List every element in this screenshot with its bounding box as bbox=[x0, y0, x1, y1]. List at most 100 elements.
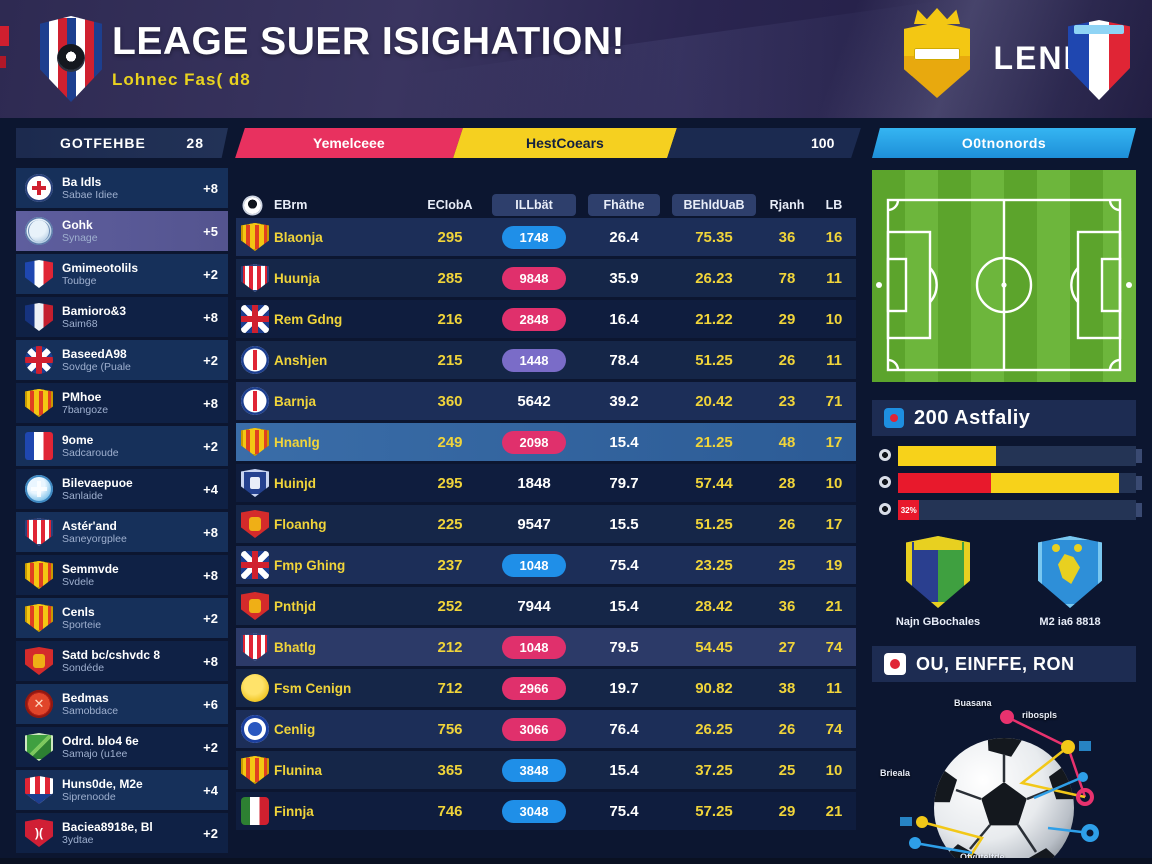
team-name: Rem Gdng bbox=[274, 311, 343, 327]
crest-label: Najn GBochales bbox=[895, 616, 981, 628]
club-crest-right: M2 ia6 8818 bbox=[1010, 536, 1130, 628]
stat-bar-row: 32% bbox=[872, 500, 1142, 520]
table-row[interactable]: Hnanlg 249 2098 15.4 21.25 48 17 bbox=[236, 423, 856, 461]
table-row[interactable]: Blaonja 295 1748 26.4 75.35 36 16 bbox=[236, 218, 856, 256]
sidebar-team-item[interactable]: Gmimeotolils Toubge +2 bbox=[16, 254, 228, 294]
col-stat3[interactable]: Fhâthe bbox=[588, 194, 660, 216]
stat-4: 29 bbox=[778, 802, 796, 820]
table-row[interactable]: Cenlig 756 3066 76.4 26.25 26 74 bbox=[236, 710, 856, 748]
table-row[interactable]: Anshjen 215 1448 78.4 51.25 26 11 bbox=[236, 341, 856, 379]
table-row[interactable]: Barnja 360 5642 39.2 20.42 23 71 bbox=[236, 382, 856, 420]
team-delta: +5 bbox=[203, 223, 218, 239]
stat-bar-row bbox=[872, 446, 1142, 466]
club-crest-left: Najn GBochales bbox=[878, 536, 998, 628]
tab-second[interactable]: HestCoears bbox=[453, 128, 677, 158]
sidebar-team-item[interactable]: Odrd. blo4 6e Samajo (u1ee +2 bbox=[16, 727, 228, 767]
col-stat2[interactable]: ILLbät bbox=[492, 194, 576, 216]
app-header: LEAGE SUER ISIGHATION! Lohnec Fas( d8 LE… bbox=[0, 0, 1152, 118]
team-name: Odrd. blo4 6e bbox=[62, 733, 139, 748]
sidebar-team-item[interactable]: Bedmas Samobdace +6 bbox=[16, 684, 228, 724]
bar-mini-icon bbox=[872, 448, 898, 464]
sidebar-team-item[interactable]: 9ome Sadcaroude +2 bbox=[16, 426, 228, 466]
team-crest-icon bbox=[241, 592, 269, 620]
col-team[interactable]: EBrm bbox=[274, 198, 308, 212]
stat-3: 37.25 bbox=[695, 761, 733, 779]
team-delta: +8 bbox=[203, 309, 218, 325]
team-crest-icon bbox=[241, 428, 269, 456]
table-row[interactable]: Fsm Cenign 712 2966 19.7 90.82 38 11 bbox=[236, 669, 856, 707]
team-name: Pnthjd bbox=[274, 598, 316, 614]
team-crest-icon bbox=[241, 510, 269, 538]
tab-first[interactable]: Yemelceee bbox=[235, 128, 463, 158]
table-row[interactable]: Pnthjd 252 7944 15.4 28.42 36 21 bbox=[236, 587, 856, 625]
ball-icon bbox=[244, 196, 261, 214]
table-row[interactable]: Flunina 365 3848 15.4 37.25 25 10 bbox=[236, 751, 856, 789]
sidebar-team-item[interactable]: Huns0de, M2e Siprenoode +4 bbox=[16, 770, 228, 810]
table-row[interactable]: Huunja 285 9848 35.9 26.23 78 11 bbox=[236, 259, 856, 297]
team-subtitle: Sondéde bbox=[62, 661, 105, 674]
stat-2: 76.4 bbox=[609, 720, 639, 738]
table-row[interactable]: Finnja 746 3048 75.4 57.25 29 21 bbox=[236, 792, 856, 830]
stat-1: 285 bbox=[437, 269, 463, 287]
sidebar-team-item[interactable]: PMhoe 7bangoze +8 bbox=[16, 383, 228, 423]
stat-5: 10 bbox=[825, 474, 843, 492]
col-stat6[interactable]: LB bbox=[825, 198, 843, 212]
stat-2: 16.4 bbox=[609, 310, 639, 328]
table-row[interactable]: Rem Gdng 216 2848 16.4 21.22 29 10 bbox=[236, 300, 856, 338]
col-stat1[interactable]: ECIobA bbox=[427, 198, 473, 212]
stat-4: 29 bbox=[778, 310, 796, 328]
stat-4: 27 bbox=[778, 638, 796, 656]
stat-pill: 1848 bbox=[517, 474, 551, 492]
network-node-label: ribospls bbox=[1022, 710, 1058, 720]
tab-count[interactable]: 100 bbox=[667, 128, 861, 158]
stats-icon bbox=[884, 408, 904, 428]
network-node-label: Brieala bbox=[880, 768, 911, 778]
stat-1: 365 bbox=[437, 761, 463, 779]
sidebar-team-item[interactable]: Baciea8918e, Bl 3ydtae +2 bbox=[16, 813, 228, 853]
stat-2: 15.4 bbox=[609, 597, 639, 615]
team-delta: +2 bbox=[203, 610, 218, 626]
team-delta: +2 bbox=[203, 739, 218, 755]
team-subtitle: Toubge bbox=[62, 274, 97, 287]
sidebar-team-item[interactable]: Bamioro&3 Saim68 +8 bbox=[16, 297, 228, 337]
sidebar-team-item[interactable]: BaseedA98 Sovdge (Puale +2 bbox=[16, 340, 228, 380]
team-badge-icon bbox=[25, 475, 53, 503]
col-stat5[interactable]: Rjanh bbox=[769, 198, 805, 212]
team-crest-icon bbox=[241, 387, 269, 415]
col-stat4[interactable]: BEhldUaB bbox=[672, 194, 756, 216]
sidebar-team-item[interactable]: Astér'and Saneyorgplee +8 bbox=[16, 512, 228, 552]
team-name: Semmvde bbox=[62, 561, 119, 576]
sidebar-team-item[interactable]: Satd bc/cshvdc 8 Sondéde +8 bbox=[16, 641, 228, 681]
team-subtitle: Saneyorgplee bbox=[62, 532, 127, 545]
stat-5: 11 bbox=[826, 679, 842, 697]
stat-5: 10 bbox=[825, 310, 843, 328]
page-title: LEAGE SUER ISIGHATION! bbox=[112, 20, 625, 63]
sidebar-team-item[interactable]: Gohk Synage +5 bbox=[16, 211, 228, 251]
stat-pill: 1048 bbox=[502, 635, 566, 659]
table-row[interactable]: Huinjd 295 1848 79.7 57.44 28 10 bbox=[236, 464, 856, 502]
table-row[interactable]: Floanhg 225 9547 15.5 51.25 26 17 bbox=[236, 505, 856, 543]
table-row[interactable]: Bhatlg 212 1048 79.5 54.45 27 74 bbox=[236, 628, 856, 666]
team-crest-icon bbox=[241, 346, 269, 374]
stat-5: 16 bbox=[825, 228, 843, 246]
sidebar-team-list: Ba Idls Sabae Idiee +8 Gohk Synage +5 Gm… bbox=[16, 168, 228, 853]
team-badge-icon bbox=[25, 432, 53, 460]
stat-3: 26.23 bbox=[695, 269, 733, 287]
stat-1: 249 bbox=[437, 433, 463, 451]
sidebar-team-item[interactable]: Bilevaepuoe Sanlaide +4 bbox=[16, 469, 228, 509]
sidebar-team-item[interactable]: Ba Idls Sabae Idiee +8 bbox=[16, 168, 228, 208]
sidebar-team-item[interactable]: Semmvde Svdele +8 bbox=[16, 555, 228, 595]
team-badge-icon bbox=[25, 260, 53, 288]
team-name: Huinjd bbox=[274, 475, 316, 491]
stat-3: 21.22 bbox=[695, 310, 733, 328]
stat-4: 23 bbox=[778, 392, 796, 410]
team-badge-icon bbox=[25, 604, 53, 632]
team-subtitle: Samobdace bbox=[62, 704, 119, 717]
sidebar-team-item[interactable]: Cenls Sporteie +2 bbox=[16, 598, 228, 638]
table-row[interactable]: Fmp Ghing 237 1048 75.4 23.25 25 19 bbox=[236, 546, 856, 584]
team-badge-icon bbox=[25, 561, 53, 589]
team-crest-icon bbox=[241, 469, 269, 497]
stat-pill: 2966 bbox=[502, 676, 566, 700]
bottom-strip bbox=[0, 858, 1152, 864]
stat-4: 26 bbox=[778, 720, 796, 738]
